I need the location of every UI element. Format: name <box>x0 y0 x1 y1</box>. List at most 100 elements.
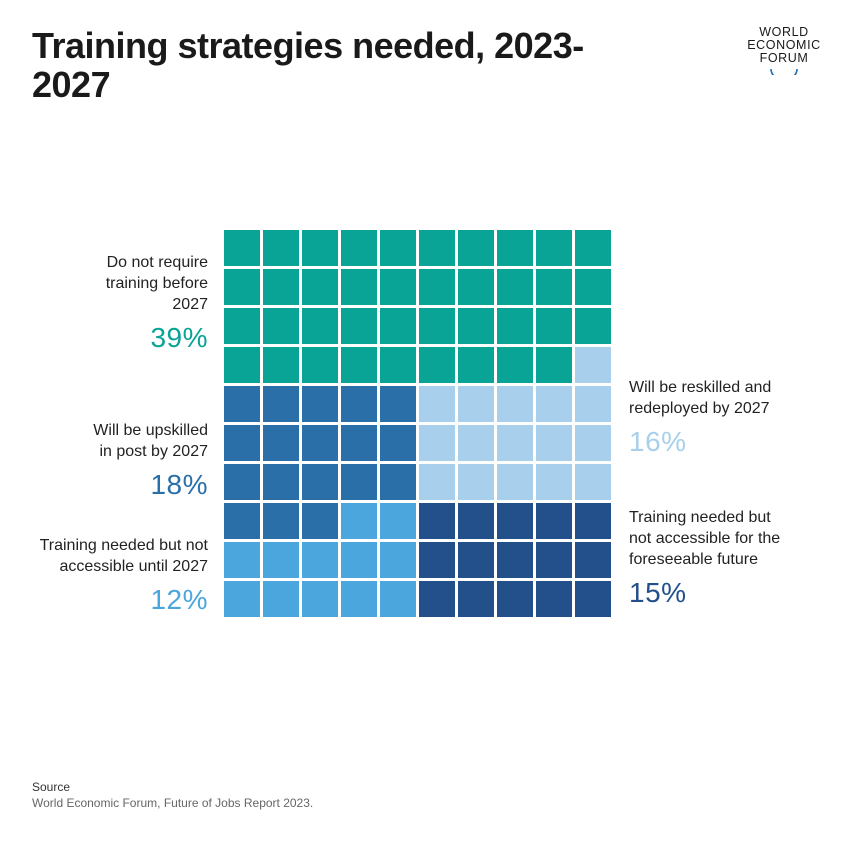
wef-logo: WORLD ECONOMIC FORUM <box>738 26 830 75</box>
waffle-cell-no-training <box>536 308 572 344</box>
waffle-cell-no-training <box>302 308 338 344</box>
logo-arc-icon <box>770 68 798 75</box>
waffle-cell-not-accessible-2027 <box>380 542 416 578</box>
pct-reskilled: 16% <box>629 426 687 457</box>
waffle-cell-no-training <box>419 308 455 344</box>
waffle-cell-no-training <box>380 230 416 266</box>
waffle-cell-no-training <box>302 347 338 383</box>
waffle-cell-no-training <box>575 269 611 305</box>
waffle-cell-not-accessible-future <box>419 503 455 539</box>
waffle-cell-not-accessible-future <box>536 503 572 539</box>
waffle-cell-reskilled <box>575 347 611 383</box>
label-no-training-line-3: 2027 <box>172 296 208 313</box>
label-no-training-line-1: Do not require <box>106 254 208 271</box>
waffle-cell-not-accessible-2027 <box>380 503 416 539</box>
waffle-cell-reskilled <box>497 425 533 461</box>
waffle-cell-not-accessible-future <box>497 503 533 539</box>
waffle-cell-not-accessible-2027 <box>341 581 377 617</box>
waffle-cell-no-training <box>419 347 455 383</box>
label-not-accessible-2027-line-1: Training needed but not <box>39 537 208 554</box>
waffle-cell-reskilled <box>575 386 611 422</box>
waffle-cell-no-training <box>419 269 455 305</box>
waffle-cell-not-accessible-future <box>458 542 494 578</box>
waffle-cell-no-training <box>224 269 260 305</box>
label-reskilled-line-2: redeployed by 2027 <box>629 400 770 417</box>
pct-not-accessible-future: 15% <box>629 577 687 608</box>
waffle-cell-reskilled <box>419 386 455 422</box>
waffle-cell-upskilled <box>302 386 338 422</box>
label-upskilled: Will be upskilled in post by 2027 18% <box>8 420 208 502</box>
label-no-training: Do not require training before 2027 39% <box>8 252 208 355</box>
waffle-cell-not-accessible-2027 <box>224 542 260 578</box>
waffle-cell-upskilled <box>263 386 299 422</box>
label-not-accessible-future-line-1: Training needed but <box>629 509 771 526</box>
waffle-cell-no-training <box>575 230 611 266</box>
logo-line-2: ECONOMIC <box>747 38 821 52</box>
chart-title: Training strategies needed, 2023-2027 <box>32 25 584 105</box>
waffle-cell-not-accessible-2027 <box>302 542 338 578</box>
label-not-accessible-future-line-3: foreseeable future <box>629 551 758 568</box>
waffle-cell-not-accessible-future <box>536 581 572 617</box>
waffle-cell-no-training <box>575 308 611 344</box>
waffle-cell-reskilled <box>536 425 572 461</box>
waffle-cell-not-accessible-2027 <box>380 581 416 617</box>
label-reskilled: Will be reskilled and redeployed by 2027… <box>629 377 829 459</box>
waffle-cell-not-accessible-2027 <box>302 581 338 617</box>
waffle-cell-not-accessible-future <box>497 542 533 578</box>
waffle-cell-upskilled <box>380 386 416 422</box>
waffle-cell-no-training <box>263 269 299 305</box>
waffle-cell-reskilled <box>497 464 533 500</box>
pct-upskilled: 18% <box>150 469 208 500</box>
label-not-accessible-2027: Training needed but not accessible until… <box>0 535 208 617</box>
label-not-accessible-future-line-2: not accessible for the <box>629 530 781 547</box>
waffle-cell-no-training <box>341 347 377 383</box>
waffle-cell-not-accessible-future <box>419 581 455 617</box>
waffle-cell-reskilled <box>536 386 572 422</box>
waffle-cell-no-training <box>341 308 377 344</box>
waffle-cell-not-accessible-2027 <box>263 581 299 617</box>
waffle-cell-upskilled <box>302 503 338 539</box>
waffle-cell-reskilled <box>458 386 494 422</box>
waffle-cell-no-training <box>497 230 533 266</box>
waffle-cell-no-training <box>224 347 260 383</box>
waffle-cell-reskilled <box>536 464 572 500</box>
waffle-cell-upskilled <box>224 464 260 500</box>
waffle-cell-reskilled <box>575 464 611 500</box>
waffle-cell-no-training <box>380 269 416 305</box>
waffle-cell-upskilled <box>380 425 416 461</box>
label-upskilled-line-1: Will be upskilled <box>93 422 208 439</box>
waffle-cell-upskilled <box>263 425 299 461</box>
label-upskilled-line-2: in post by 2027 <box>99 443 208 460</box>
waffle-cell-reskilled <box>419 464 455 500</box>
waffle-cell-reskilled <box>458 425 494 461</box>
waffle-cell-no-training <box>302 230 338 266</box>
waffle-cell-upskilled <box>341 386 377 422</box>
waffle-cell-no-training <box>458 269 494 305</box>
waffle-cell-not-accessible-2027 <box>263 542 299 578</box>
waffle-cell-no-training <box>263 230 299 266</box>
source-heading: Source <box>32 780 71 794</box>
waffle-cell-upskilled <box>341 464 377 500</box>
waffle-cell-no-training <box>341 269 377 305</box>
waffle-cell-reskilled <box>419 425 455 461</box>
waffle-cell-upskilled <box>263 464 299 500</box>
waffle-cell-no-training <box>497 308 533 344</box>
waffle-cell-not-accessible-future <box>458 581 494 617</box>
waffle-cell-no-training <box>536 347 572 383</box>
waffle-cell-not-accessible-future <box>575 542 611 578</box>
waffle-cell-no-training <box>458 308 494 344</box>
waffle-cell-upskilled <box>263 503 299 539</box>
waffle-cell-upskilled <box>302 464 338 500</box>
waffle-cell-no-training <box>458 230 494 266</box>
logo-line-3: FORUM <box>759 51 809 65</box>
waffle-cell-not-accessible-2027 <box>341 503 377 539</box>
waffle-cell-no-training <box>458 347 494 383</box>
waffle-cell-not-accessible-future <box>536 542 572 578</box>
waffle-cell-no-training <box>497 269 533 305</box>
waffle-cell-reskilled <box>458 464 494 500</box>
label-no-training-line-2: training before <box>105 275 208 292</box>
pct-no-training: 39% <box>150 322 208 353</box>
waffle-cell-upskilled <box>224 503 260 539</box>
waffle-cell-no-training <box>536 269 572 305</box>
